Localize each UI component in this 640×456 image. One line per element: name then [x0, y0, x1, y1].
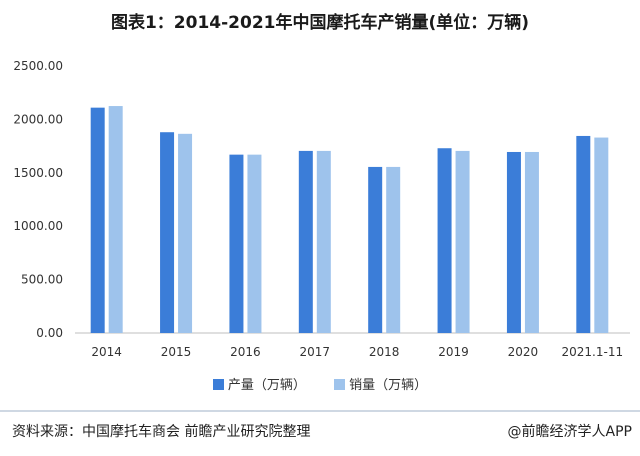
bar-sales-2015: [178, 133, 193, 333]
y-tick-label: 1500.00: [13, 166, 63, 180]
x-tick-label: 2019: [438, 345, 469, 359]
bar-production-2020: [506, 151, 521, 333]
bar-production-2021.1-11: [576, 135, 591, 333]
legend-swatch-production: [212, 379, 224, 390]
x-tick-label: 2020: [508, 345, 539, 359]
legend-item-production: 产量（万辆）: [212, 374, 306, 393]
bar-production-2015: [160, 132, 175, 333]
x-tick-label: 2017: [300, 345, 331, 359]
y-tick-label: 0.00: [36, 326, 63, 340]
chart-legend: 产量（万辆） 销量（万辆）: [0, 374, 640, 393]
legend-label-sales: 销量（万辆）: [349, 378, 428, 393]
bar-production-2016: [229, 154, 244, 333]
bar-sales-2021.1-11: [594, 137, 609, 333]
source-note: 资料来源：中国摩托车商会 前瞻产业研究院整理: [12, 424, 311, 440]
legend-swatch-sales: [334, 379, 346, 390]
footer-divider: [0, 410, 640, 412]
y-tick-label: 1000.00: [13, 219, 63, 233]
bar-sales-2018: [386, 166, 401, 333]
bar-sales-2019: [455, 150, 470, 333]
bar-sales-2014: [108, 106, 123, 333]
x-tick-label: 2021.1-11: [562, 345, 624, 359]
bar-production-2019: [437, 148, 452, 333]
chart-title: 图表1：2014-2021年中国摩托车产销量(单位：万辆): [110, 13, 530, 33]
legend-item-sales: 销量（万辆）: [334, 374, 427, 393]
x-tick-label: 2018: [369, 345, 400, 359]
bar-sales-2017: [316, 150, 331, 333]
y-tick-label: 2000.00: [13, 112, 63, 126]
y-tick-label: 500.00: [21, 273, 63, 287]
bar-production-2017: [298, 150, 313, 333]
y-tick-label: 2500.00: [13, 59, 63, 73]
bar-production-2018: [368, 166, 383, 333]
x-tick-label: 2015: [161, 345, 192, 359]
bar-sales-2016: [247, 154, 262, 333]
bar-production-2014: [90, 107, 105, 333]
credit-note: @前瞻经济学人APP: [507, 424, 632, 440]
legend-label-production: 产量（万辆）: [227, 378, 306, 393]
bar-sales-2020: [524, 151, 539, 333]
x-tick-label: 2016: [230, 345, 261, 359]
x-tick-label: 2014: [91, 345, 122, 359]
